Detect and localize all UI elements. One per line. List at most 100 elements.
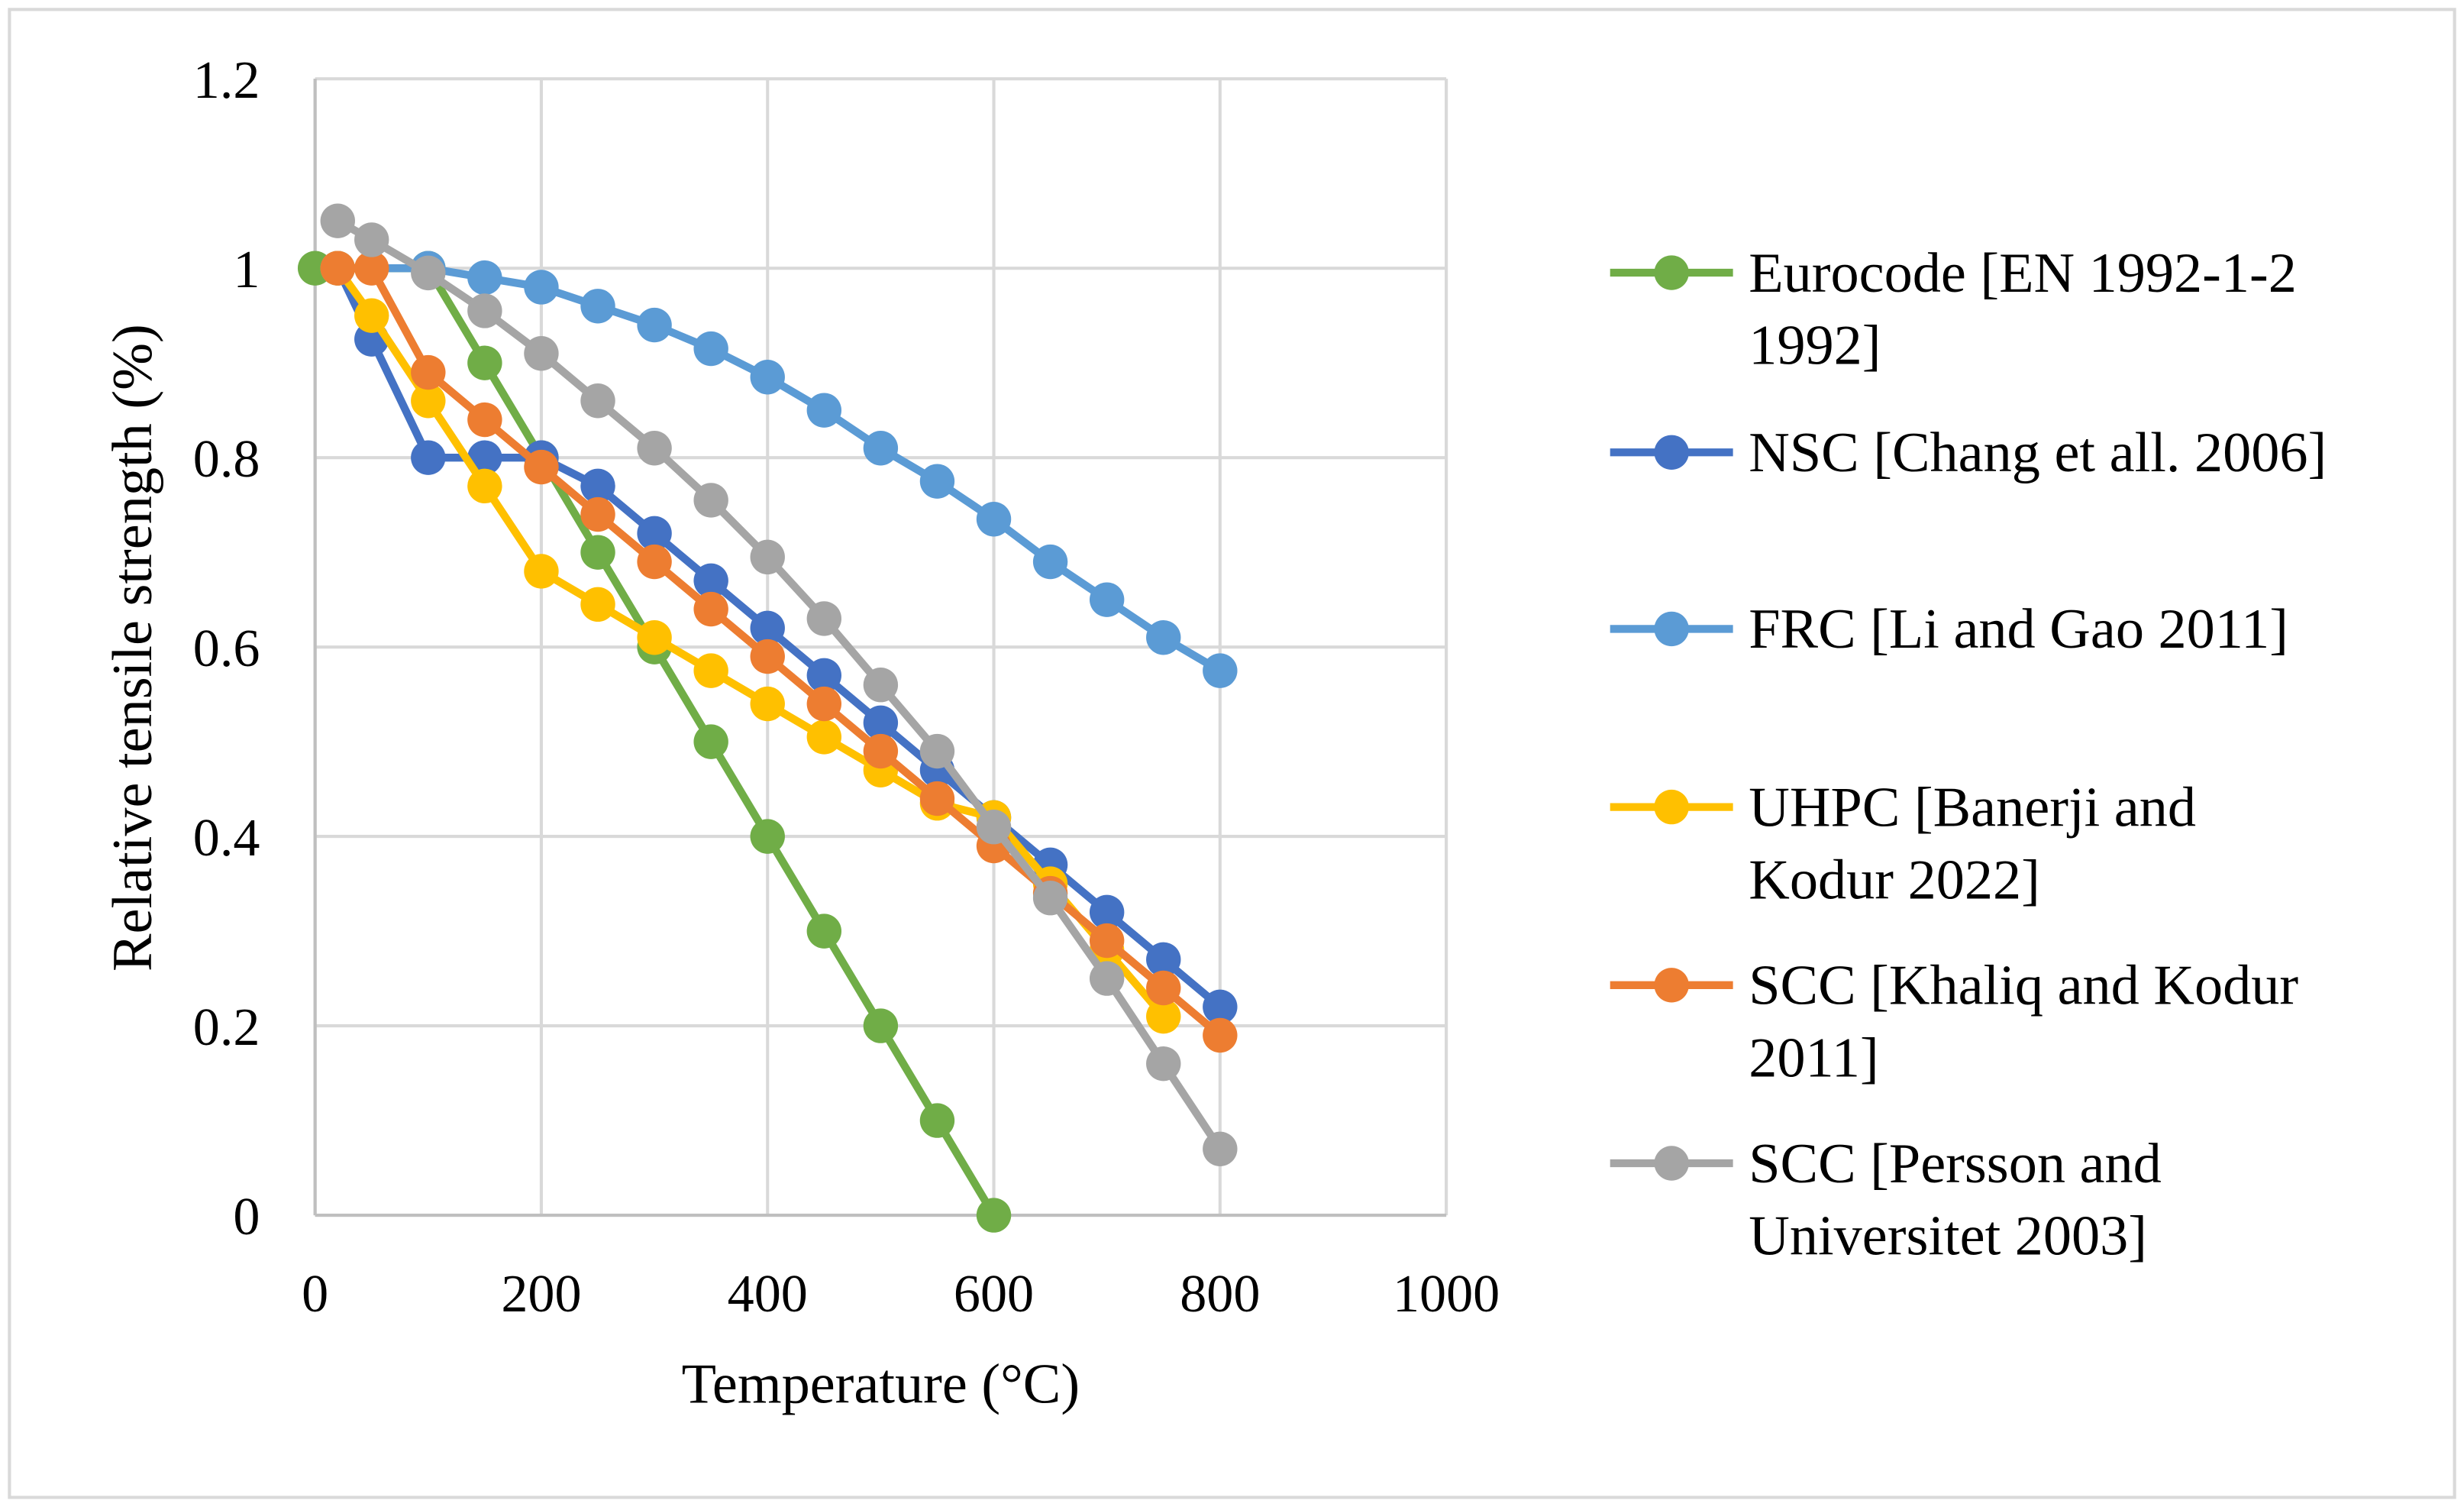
data-point — [467, 345, 502, 380]
legend-label: Universitet 2003] — [1749, 1205, 2147, 1268]
data-point — [467, 468, 502, 504]
legend: Eurocode [EN 1992-1-2 1992] NSC [Chang et … — [1610, 242, 2327, 1268]
data-point — [1203, 1017, 1238, 1053]
legend-marker — [1654, 789, 1689, 825]
data-point — [750, 539, 785, 575]
data-point — [580, 587, 615, 622]
y-tick-label: 1 — [233, 240, 260, 299]
legend-marker — [1654, 968, 1689, 1003]
series-group — [297, 203, 1238, 1233]
legend-item: SCC [Khaliq and Kodur 2011] — [1610, 955, 2298, 1089]
data-point — [919, 733, 955, 769]
legend-item: UHPC [Banerji and Kodur 2022] — [1610, 776, 2196, 911]
series-line — [337, 264, 1222, 674]
data-point — [976, 810, 1012, 845]
y-tick-label: 0 — [233, 1187, 260, 1246]
data-point — [1089, 582, 1125, 617]
y-tick-label: 0.8 — [193, 429, 260, 489]
y-axis-label: Relative tensile strength (%) — [102, 324, 164, 972]
data-point — [863, 668, 899, 703]
legend-item: SCC [Persson and Universitet 2003] — [1610, 1133, 2162, 1268]
data-point — [750, 686, 785, 722]
x-tick-label: 200 — [501, 1264, 581, 1324]
y-tick-label: 0.4 — [193, 808, 260, 868]
series-5 — [320, 203, 1238, 1166]
legend-label: Eurocode [EN 1992-1-2 — [1749, 242, 2297, 305]
series-line — [334, 266, 1167, 1020]
x-tick-label: 800 — [1180, 1264, 1260, 1324]
data-point — [411, 354, 446, 390]
data-point — [919, 1103, 955, 1138]
data-point — [354, 222, 389, 257]
data-point — [806, 913, 842, 949]
data-point — [580, 289, 615, 324]
x-tick-label: 0 — [302, 1264, 328, 1324]
legend-item: Eurocode [EN 1992-1-2 1992] — [1610, 242, 2297, 377]
data-point — [637, 620, 672, 655]
data-point — [524, 554, 559, 589]
data-point — [1032, 544, 1068, 580]
series-line — [315, 264, 997, 1217]
legend-label: UHPC [Banerji and — [1749, 776, 2196, 839]
data-point — [693, 653, 728, 688]
legend-marker — [1654, 255, 1689, 290]
x-tick-label: 600 — [954, 1264, 1034, 1324]
data-point — [976, 1198, 1012, 1233]
data-point — [1146, 620, 1181, 655]
legend-marker — [1654, 1146, 1689, 1181]
y-tick-label: 0.6 — [193, 619, 260, 678]
data-point — [1203, 989, 1238, 1025]
data-point — [411, 440, 446, 475]
data-point — [320, 251, 355, 286]
data-point — [693, 563, 728, 599]
data-point — [1032, 881, 1068, 916]
data-point — [411, 383, 446, 419]
data-point — [467, 402, 502, 438]
x-tick-label: 1000 — [1393, 1264, 1500, 1324]
data-point — [1089, 961, 1125, 996]
data-point — [580, 468, 615, 504]
legend-item: NSC [Chang et all. 2006] — [1610, 422, 2327, 484]
legend-label: FRC [Li and Gao 2011] — [1749, 598, 2288, 661]
y-tick-label: 1.2 — [193, 50, 260, 110]
data-point — [750, 819, 785, 854]
data-point — [1146, 1046, 1181, 1082]
data-point — [693, 724, 728, 759]
data-point — [863, 705, 899, 741]
data-point — [1146, 970, 1181, 1006]
data-point — [637, 431, 672, 466]
data-point — [467, 260, 502, 296]
data-point — [806, 601, 842, 636]
data-point — [1146, 942, 1181, 978]
data-point — [637, 307, 672, 343]
data-point — [863, 431, 899, 466]
data-point — [637, 544, 672, 580]
data-point — [1089, 923, 1125, 959]
data-point — [580, 496, 615, 532]
data-point — [976, 502, 1012, 537]
legend-marker — [1654, 611, 1689, 647]
legend-item: FRC [Li and Gao 2011] — [1610, 598, 2288, 661]
data-point — [1146, 999, 1181, 1034]
data-point — [693, 591, 728, 627]
data-point — [750, 639, 785, 674]
data-point — [354, 298, 389, 333]
x-axis-label: Temperature (°C) — [682, 1353, 1080, 1416]
data-point — [354, 251, 389, 286]
data-point — [524, 449, 559, 485]
data-point — [524, 336, 559, 371]
data-point — [1203, 1131, 1238, 1166]
legend-label: Kodur 2022] — [1749, 849, 2040, 911]
data-point — [580, 383, 615, 419]
y-tick-label: 0.2 — [193, 998, 260, 1057]
data-point — [1203, 653, 1238, 688]
data-point — [806, 658, 842, 694]
data-point — [693, 483, 728, 518]
x-tick-label: 400 — [728, 1264, 808, 1324]
series-2 — [320, 251, 1238, 688]
data-point — [467, 293, 502, 328]
data-point — [320, 203, 355, 238]
data-point — [806, 686, 842, 722]
legend-label: SCC [Khaliq and Kodur — [1749, 955, 2298, 1017]
